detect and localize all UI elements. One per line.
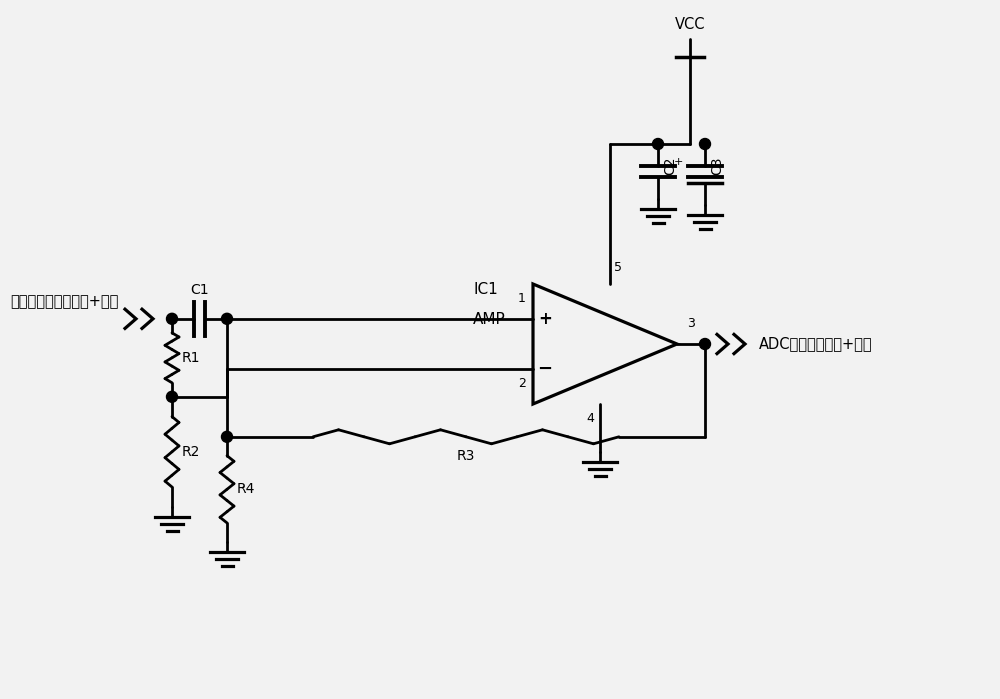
Circle shape: [222, 431, 233, 442]
Text: AMP: AMP: [473, 312, 506, 326]
Circle shape: [700, 338, 710, 350]
Text: R2: R2: [182, 445, 200, 459]
Circle shape: [167, 391, 178, 403]
Text: VCC: VCC: [675, 17, 705, 32]
Circle shape: [652, 138, 664, 150]
Text: ADC输入直流偏置+信号: ADC输入直流偏置+信号: [759, 336, 873, 352]
Text: +: +: [538, 310, 552, 328]
Text: R4: R4: [237, 482, 255, 496]
Text: +: +: [674, 157, 683, 167]
Text: C3: C3: [710, 157, 724, 175]
Circle shape: [222, 313, 233, 324]
Text: 鉴频器输出直流偏置+信号: 鉴频器输出直流偏置+信号: [10, 294, 118, 309]
Text: 4: 4: [586, 412, 594, 425]
Text: C1: C1: [190, 283, 209, 297]
Text: R1: R1: [182, 351, 201, 365]
Text: IC1: IC1: [473, 282, 498, 296]
Text: 5: 5: [614, 261, 622, 274]
Text: 3: 3: [687, 317, 695, 330]
Text: C2: C2: [663, 157, 677, 175]
Circle shape: [167, 313, 178, 324]
Text: 2: 2: [518, 377, 526, 390]
Text: R3: R3: [457, 449, 475, 463]
Text: 1: 1: [518, 291, 526, 305]
Text: −: −: [537, 360, 553, 378]
Circle shape: [700, 138, 710, 150]
